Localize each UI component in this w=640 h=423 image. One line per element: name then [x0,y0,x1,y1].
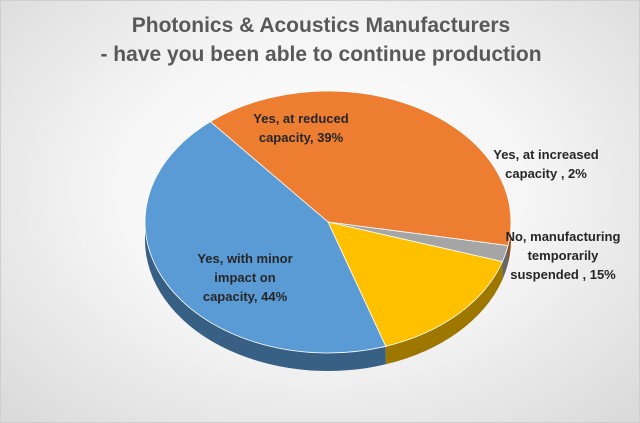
slice-label-line: Yes, at increased [493,147,599,162]
chart-title-line-2: - have you been able to continue product… [100,43,542,66]
slice-label-line: capacity, 39% [259,130,344,145]
chart-title-line-1: Photonics & Acoustics Manufacturers [131,14,511,37]
slice-label-line: impact on [214,270,275,285]
slice-label: No, manufacturing temporarily suspended , … [506,229,621,282]
pie-slice [144,121,387,354]
pie-slice-side [385,261,503,365]
pie-slice-side [145,222,386,371]
slice-label-line: Yes, with minor [197,251,292,266]
slice-label-line: capacity, 44% [203,289,288,304]
slice-label: Yes, with minor impact on capacity, 44% [197,251,292,304]
slice-label: Yes, at increased capacity , 2% [493,147,599,181]
slice-label-line: temporarily [528,248,600,263]
slice-label-line: Yes, at reduced [253,111,348,126]
pie-slice [209,90,512,247]
slice-label-line: suspended , 15% [510,267,616,282]
pie-slice-side [507,222,511,264]
pie-sides [145,222,511,371]
slice-label-line: No, manufacturing [506,229,621,244]
slice-label: Yes, at reduced capacity, 39% [253,111,348,145]
chart-title: Photonics & Acoustics Manufacturers - ha… [1,11,639,69]
pie-slice-side [502,245,508,280]
slice-label-line: capacity , 2% [505,166,587,181]
